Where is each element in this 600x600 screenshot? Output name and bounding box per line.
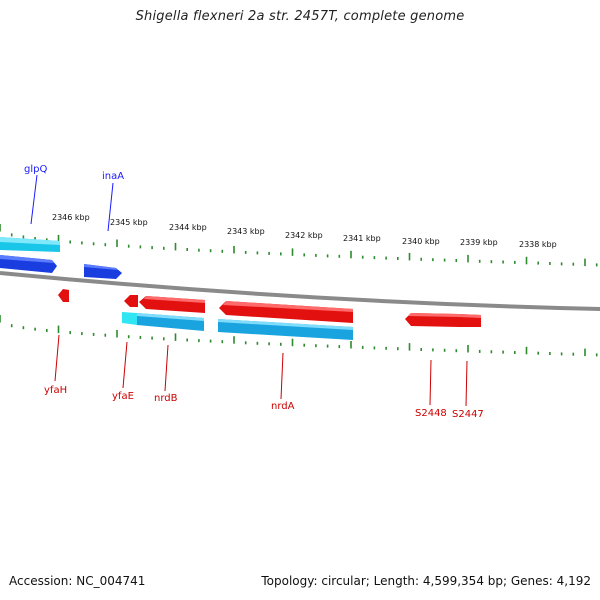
scale-label-2343: 2343 kbp	[227, 227, 265, 236]
gene-label-nrdA[interactable]: nrdA	[271, 401, 295, 412]
scale-label-2340: 2340 kbp	[402, 237, 440, 246]
gene-label-yfaH[interactable]: yfaH	[44, 385, 67, 396]
gene-label-inaA[interactable]: inaA	[102, 171, 124, 182]
features-upper	[0, 237, 122, 279]
gene-label-yfaE[interactable]: yfaE	[112, 391, 134, 402]
scale-label-2342: 2342 kbp	[285, 231, 323, 240]
genome-summary-text: Topology: circular; Length: 4,599,354 bp…	[261, 574, 591, 588]
gene-label-S2448[interactable]: S2448	[415, 408, 447, 419]
feature-nrdA-cyan[interactable]	[218, 319, 353, 340]
accession-text: Accession: NC_004741	[9, 574, 146, 588]
gene-label-glpQ[interactable]: glpQ	[24, 164, 47, 175]
scale-label-2346: 2346 kbp	[52, 213, 90, 222]
tick-track-lower	[0, 315, 598, 357]
features-lower-red	[58, 289, 481, 327]
scale-label-2344: 2344 kbp	[169, 223, 207, 232]
genome-backbone	[0, 271, 600, 311]
scale-label-2341: 2341 kbp	[343, 234, 381, 243]
scale-label-2345: 2345 kbp	[110, 218, 148, 227]
gene-yfaE[interactable]	[124, 295, 138, 307]
gene-yfaH[interactable]	[58, 289, 69, 302]
scale-label-2338: 2338 kbp	[519, 240, 557, 249]
map-title: Shigella flexneri 2a str. 2457T, complet…	[135, 9, 465, 24]
scale-label-2339: 2339 kbp	[460, 238, 498, 247]
features-lower-cyan	[122, 312, 353, 340]
scale-labels: 2346 kbp 2345 kbp 2344 kbp 2343 kbp 2342…	[52, 213, 557, 249]
gene-label-S2447[interactable]: S2447	[452, 409, 484, 420]
tick-track-upper	[0, 224, 598, 267]
label-leaders	[30, 174, 468, 407]
gene-labels: glpQ inaA yfaH yfaE nrdB nrdA S2448 S244…	[24, 164, 484, 420]
gene-label-nrdB[interactable]: nrdB	[154, 393, 178, 404]
feature-yfaE-cyan[interactable]	[122, 312, 137, 325]
